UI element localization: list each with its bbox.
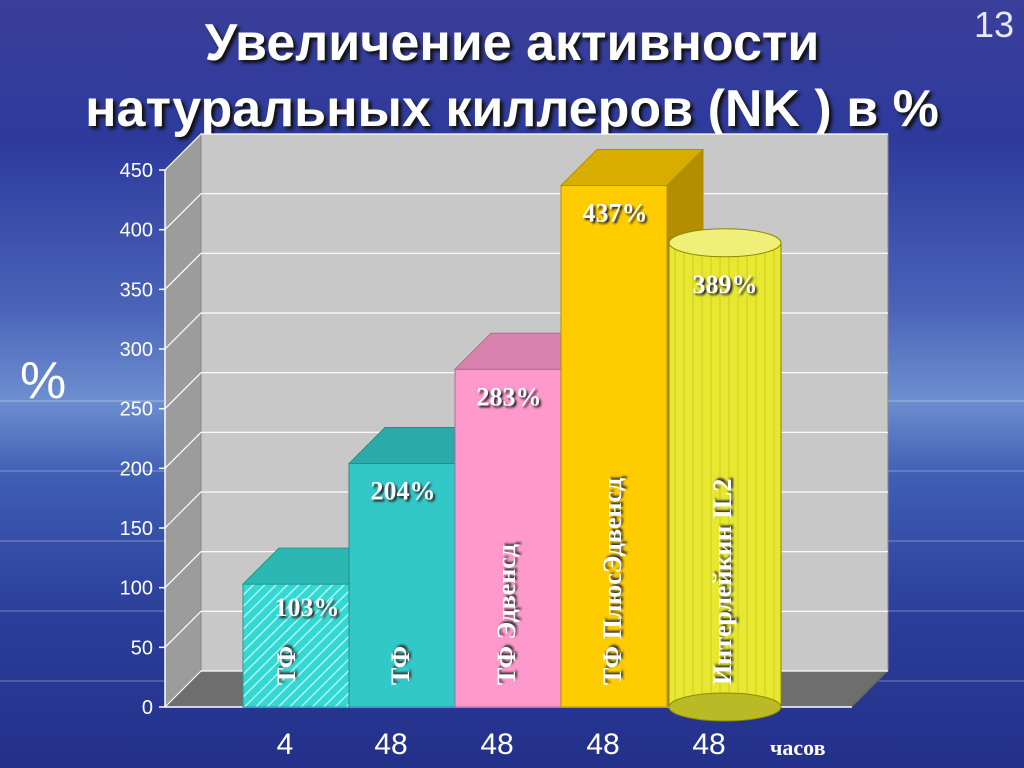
y-tick-label: 150 [120, 518, 153, 540]
bar-name-label: ТФ [272, 646, 301, 685]
y-tick-label: 0 [142, 697, 153, 719]
data-label: 389% [693, 270, 758, 299]
y-tick-label: 100 [120, 578, 153, 600]
x-tick-label: 48 [374, 728, 407, 761]
y-tick-label: 300 [120, 339, 153, 361]
slide-title: Увеличение активности натуральных киллер… [0, 10, 1024, 142]
bar-top [668, 228, 782, 258]
y-tick-label: 400 [120, 220, 153, 242]
gridline [164, 133, 888, 171]
data-label: 103% [275, 593, 340, 622]
y-tick-label: 350 [120, 279, 153, 301]
bar [242, 583, 350, 708]
bar [560, 185, 668, 708]
bar [668, 242, 782, 708]
y-axis-label: % [20, 352, 66, 410]
bar-name-label: ТФ [386, 646, 415, 685]
y-tick-label: 200 [120, 458, 153, 480]
y-tick-label: 250 [120, 399, 153, 421]
data-label: 437% [583, 199, 648, 228]
bar [348, 463, 456, 708]
x-tick-label: 48 [480, 728, 513, 761]
x-tick-label: 48 [692, 728, 725, 761]
bar-name-label: ТФ Эдвенсд [492, 544, 521, 685]
x-unit-label: часов [770, 735, 826, 760]
bar-group: 389% Интерлейкин IL2 [668, 228, 782, 722]
bar-name-label: ТФ ПлюсЭдвенсд [598, 478, 627, 685]
y-tick-label: 50 [131, 637, 153, 659]
bar-name-label: Интерлейкин IL2 [708, 479, 737, 685]
x-axis: 4 48 48 48 48 [277, 728, 726, 761]
title-line-1: Увеличение активности [204, 14, 820, 72]
y-tick-label: 450 [120, 160, 153, 182]
x-tick-label: 4 [277, 728, 294, 761]
title-line-2: натуральных киллеров (NK ) в % [85, 80, 939, 138]
data-label: 283% [477, 382, 542, 411]
bar-top [559, 149, 705, 187]
data-label: 204% [371, 477, 436, 506]
page-number: 13 [973, 4, 1014, 45]
bar [454, 368, 562, 708]
side-wall [164, 132, 202, 709]
bar-bottom [668, 692, 782, 722]
x-tick-label: 48 [586, 728, 619, 761]
bars: 103% ТФ 204% ТФ 283% ТФ Эдвенсд 437% ТФ ПлюсЭдв… [241, 148, 782, 722]
